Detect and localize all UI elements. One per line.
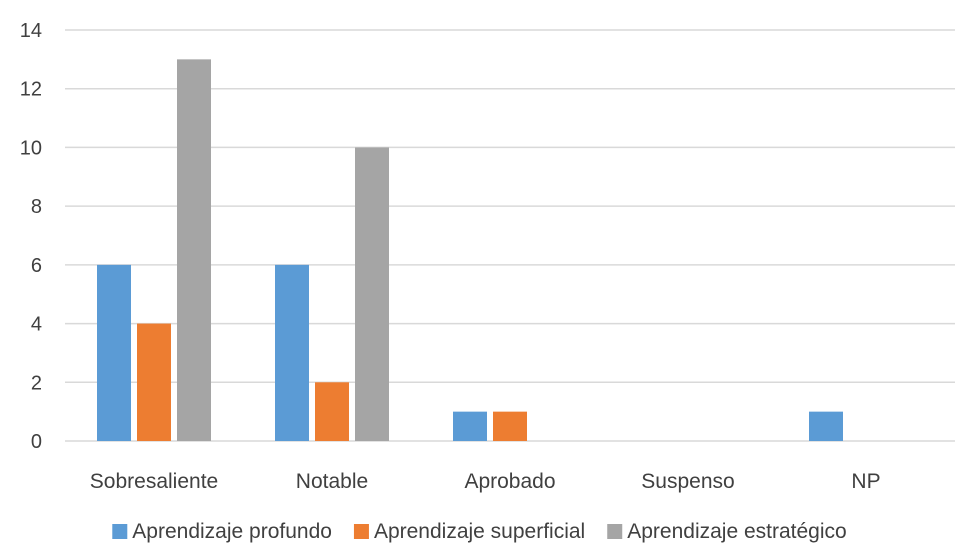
bar [97, 264, 131, 441]
legend-item: Aprendizaje profundo [112, 520, 332, 543]
bar [493, 411, 527, 441]
legend-swatch [353, 524, 369, 539]
x-axis-categories: Sobresaliente Notable Aprobado Suspenso NP [90, 470, 881, 493]
x-category-label: Sobresaliente [90, 470, 218, 493]
y-axis-ticks: 0 2 4 6 8 10 12 14 [20, 20, 42, 453]
x-category-label: Aprobado [464, 470, 555, 493]
bar [809, 411, 843, 441]
bar [137, 323, 171, 441]
y-tick-label: 4 [31, 314, 42, 336]
bar [275, 264, 309, 441]
bars [97, 59, 843, 441]
y-tick-label: 14 [20, 20, 42, 42]
y-tick-label: 2 [31, 372, 42, 394]
legend-item: Aprendizaje estratégico [607, 520, 847, 543]
legend: Aprendizaje profundo Aprendizaje superfic… [112, 520, 847, 543]
x-category-label: Notable [296, 470, 368, 493]
gridlines [65, 29, 955, 442]
bar [453, 411, 487, 441]
legend-label: Aprendizaje profundo [132, 520, 332, 543]
legend-swatch [607, 524, 623, 539]
bar [177, 59, 211, 441]
legend-item: Aprendizaje superficial [353, 520, 585, 543]
y-tick-label: 6 [31, 255, 42, 277]
bar [355, 147, 389, 441]
legend-label: Aprendizaje estratégico [627, 520, 846, 543]
x-category-label: NP [851, 470, 880, 493]
x-category-label: Suspenso [641, 470, 734, 493]
legend-label: Aprendizaje superficial [374, 520, 585, 543]
y-tick-label: 12 [20, 79, 42, 101]
y-tick-label: 0 [31, 431, 42, 453]
legend-swatch [112, 524, 128, 539]
y-tick-label: 10 [20, 137, 42, 159]
y-tick-label: 8 [31, 196, 42, 218]
bar [315, 382, 349, 441]
